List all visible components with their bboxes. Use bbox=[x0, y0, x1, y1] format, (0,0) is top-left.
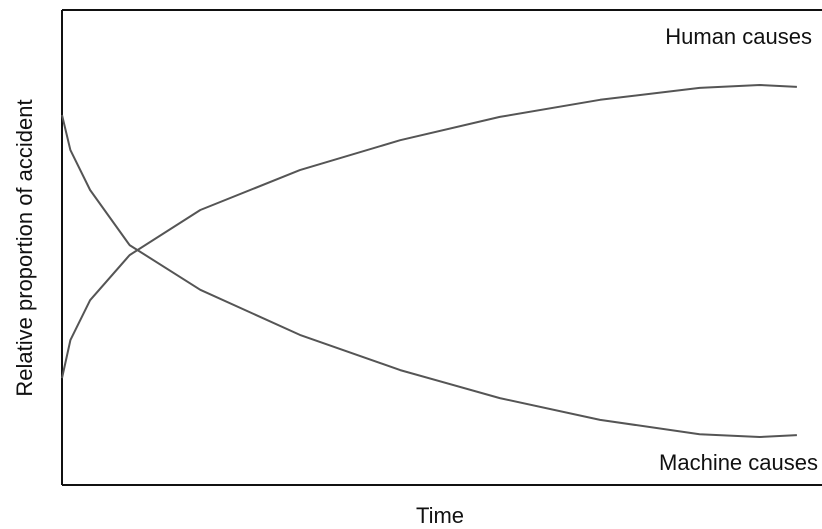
series-label: Machine causes bbox=[659, 450, 818, 475]
series-line bbox=[61, 114, 797, 438]
x-axis-label: Time bbox=[416, 503, 464, 528]
y-axis-label: Relative proportion of accident bbox=[12, 99, 37, 396]
series-line bbox=[61, 84, 797, 379]
series-label: Human causes bbox=[665, 24, 812, 49]
